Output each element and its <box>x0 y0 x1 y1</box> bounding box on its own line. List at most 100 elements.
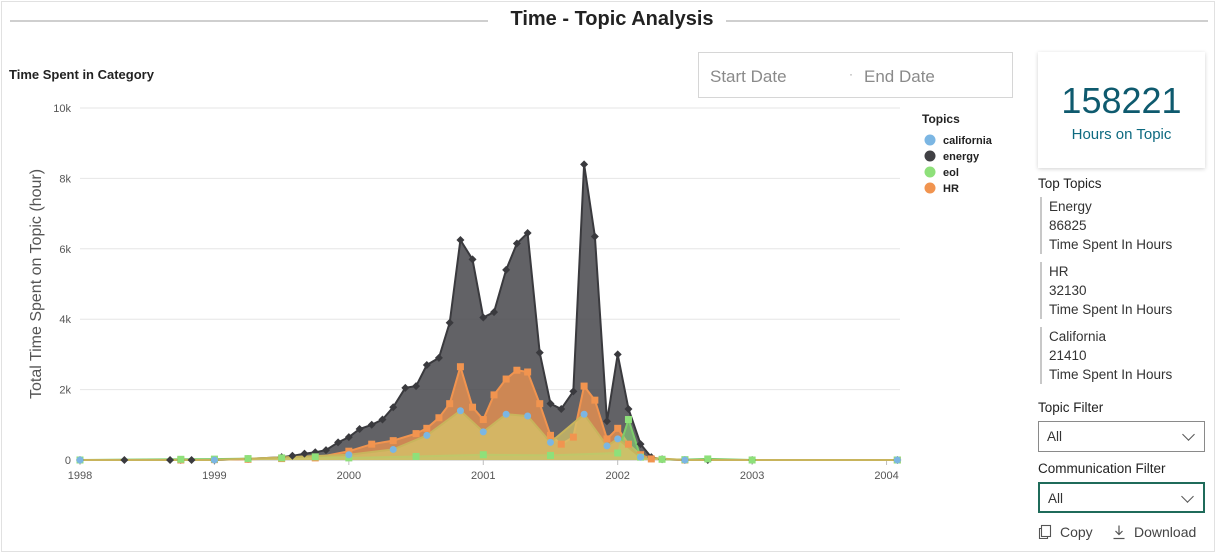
kpi-value: 158221 <box>1061 80 1182 121</box>
energy-point <box>624 404 633 413</box>
page-header: Time - Topic Analysis <box>10 8 1208 34</box>
y-tick-label: 0 <box>65 455 71 467</box>
hr-point <box>490 391 498 399</box>
hr-point <box>345 447 353 455</box>
energy-point <box>557 404 566 413</box>
date-range-picker[interactable]: Start Date · End Date <box>698 52 1013 98</box>
y-tick-label: 10k <box>53 103 71 115</box>
california-point <box>345 451 353 459</box>
energy-point <box>502 265 511 274</box>
hr-point <box>412 430 420 438</box>
download-button[interactable]: Download <box>1111 524 1196 540</box>
hr-point <box>569 433 577 441</box>
eol-point <box>704 455 712 463</box>
hr-point <box>524 368 532 376</box>
california-point <box>524 412 532 420</box>
hr-point <box>479 416 487 424</box>
y-axis-title: Total Time Spent on Topic (hour) <box>28 169 45 399</box>
communication-filter-select[interactable]: All <box>1038 482 1205 513</box>
hr-point <box>513 366 521 374</box>
top-topic-value: 21410 <box>1049 348 1087 363</box>
time-spent-area-chart: 0 2k 4k 6k 8k 10k 1998 1999 2000 2001 2002 2003 2004… <box>28 103 993 482</box>
hr-point <box>647 455 655 463</box>
energy-point <box>523 228 532 237</box>
start-date-input[interactable]: Start Date <box>710 67 787 86</box>
chevron-down-icon <box>1182 428 1195 441</box>
energy-point <box>479 313 488 322</box>
energy-point <box>580 160 589 169</box>
california-point <box>603 442 611 450</box>
top-topic-item-california: California 21410 Time Spent In Hours <box>1040 327 1205 384</box>
x-tick-label: 2001 <box>471 470 495 482</box>
area-california <box>80 410 898 460</box>
energy-point <box>512 239 521 248</box>
energy-point <box>401 383 410 392</box>
top-topic-value: 32130 <box>1049 283 1087 298</box>
legend-title: Topics <box>922 112 960 126</box>
california-point <box>210 456 218 464</box>
energy-point <box>322 446 330 455</box>
energy-point <box>535 348 544 357</box>
hr-point <box>614 424 622 432</box>
top-topic-name: Energy <box>1049 199 1092 214</box>
topic-filter-label: Topic Filter <box>1038 400 1104 415</box>
california-point <box>76 456 84 464</box>
copy-button[interactable]: Copy <box>1037 524 1093 540</box>
x-tick-label: 1999 <box>202 470 226 482</box>
legend-swatch <box>924 134 936 146</box>
california-point <box>893 456 901 464</box>
eol-point <box>311 453 319 461</box>
energy-point <box>288 451 297 460</box>
california-point <box>479 428 487 436</box>
page-title: Time - Topic Analysis <box>510 8 714 30</box>
hr-point <box>536 400 544 408</box>
copy-icon <box>1038 524 1052 540</box>
energy-point <box>355 425 364 434</box>
energy-point <box>344 433 353 442</box>
top-topics-title: Top Topics <box>1038 176 1102 191</box>
end-date-input[interactable]: End Date <box>864 67 935 86</box>
x-tick-label: 2004 <box>874 470 898 482</box>
eol-point <box>177 455 185 463</box>
download-label: Download <box>1134 524 1197 540</box>
top-topic-item-energy: Energy 86825 Time Spent In Hours <box>1040 197 1205 254</box>
x-tick-label: 2002 <box>605 470 629 482</box>
eol-point <box>658 455 666 463</box>
topic-filter-select[interactable]: All <box>1038 421 1205 452</box>
area-energy <box>80 164 898 461</box>
eol-point <box>412 452 420 460</box>
legend-label: california <box>943 135 993 147</box>
download-icon <box>1113 525 1125 540</box>
top-topic-value: 86825 <box>1049 218 1087 233</box>
top-topic-unit: Time Spent In Hours <box>1049 237 1173 252</box>
hr-point <box>591 396 599 404</box>
energy-point <box>590 232 599 241</box>
kpi-card: 158221 Hours on Topic <box>1038 52 1205 168</box>
legend-label: energy <box>943 151 980 163</box>
legend-label: eol <box>943 167 959 179</box>
california-point <box>681 456 689 464</box>
x-tick-label: 1998 <box>68 470 92 482</box>
hr-point <box>546 431 554 439</box>
energy-point <box>334 438 343 447</box>
y-tick-label: 4k <box>59 314 71 326</box>
hr-point <box>603 435 611 443</box>
energy-point <box>378 415 387 424</box>
hr-point <box>368 440 376 448</box>
hr-point <box>456 363 464 371</box>
energy-point <box>546 399 555 408</box>
eol-point <box>479 451 487 459</box>
eol-point <box>624 416 632 424</box>
header-divider-left <box>10 20 488 22</box>
energy-point <box>602 417 611 426</box>
hr-point <box>446 400 454 408</box>
hr-point <box>557 440 565 448</box>
hr-point <box>423 424 431 432</box>
y-tick-label: 6k <box>59 244 71 256</box>
energy-point <box>187 456 196 464</box>
top-topic-unit: Time Spent In Hours <box>1049 302 1173 317</box>
legend-swatch <box>924 182 936 194</box>
california-point <box>637 453 645 461</box>
energy-point <box>490 308 499 317</box>
chart-title: Time Spent in Category <box>9 67 154 82</box>
